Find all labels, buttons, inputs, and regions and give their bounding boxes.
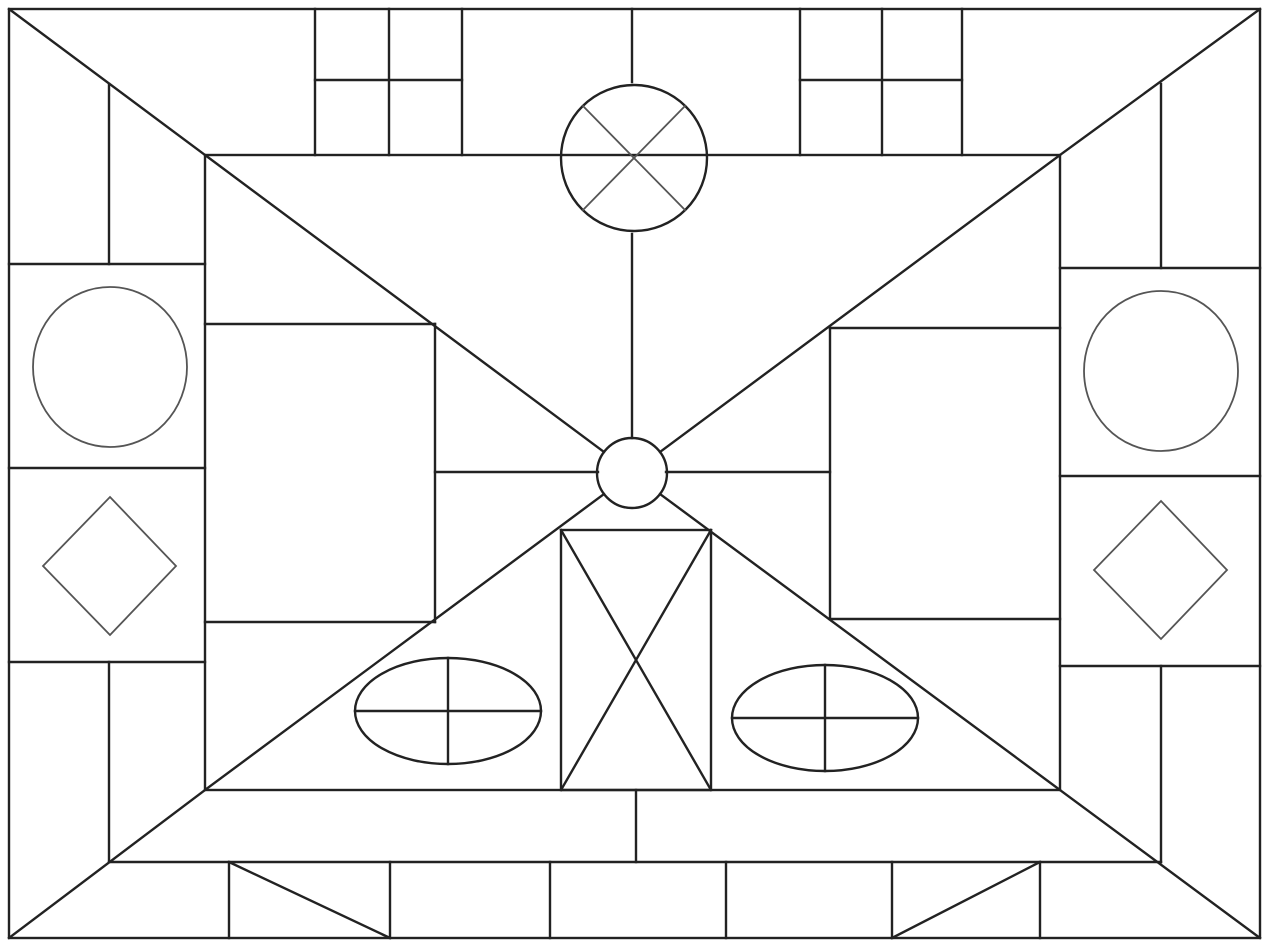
inner-diagonal-top-left (203, 153, 606, 454)
inner-diagonal-top-right (658, 153, 1062, 454)
corner-diagonal-top-right (1058, 7, 1262, 157)
corner-diagonal-bottom-left (7, 788, 207, 940)
decorative-shapes (32, 83, 1239, 773)
center-rectangle (559, 528, 713, 792)
corner-diagonal-top-left (7, 7, 207, 157)
bottom-left-triangle-edge (227, 860, 392, 940)
inner-diagonal-bottom-left (203, 492, 606, 792)
center-circle (595, 436, 669, 510)
inner-lines (203, 153, 1062, 792)
top-circle (559, 83, 709, 233)
left-diamond (41, 495, 178, 637)
outer-frame (7, 7, 1262, 940)
center-rectangle-cross (559, 528, 713, 792)
left-circle (32, 286, 188, 448)
corner-diagonal-bottom-right (1058, 788, 1262, 940)
inner-diagonal-bottom-right (658, 492, 1062, 792)
right-diamond (1092, 499, 1229, 641)
top-circle-cross (581, 104, 687, 212)
frame-lines (7, 7, 1262, 940)
bottom-right-triangle-edge (890, 860, 1042, 940)
right-circle (1083, 290, 1239, 452)
